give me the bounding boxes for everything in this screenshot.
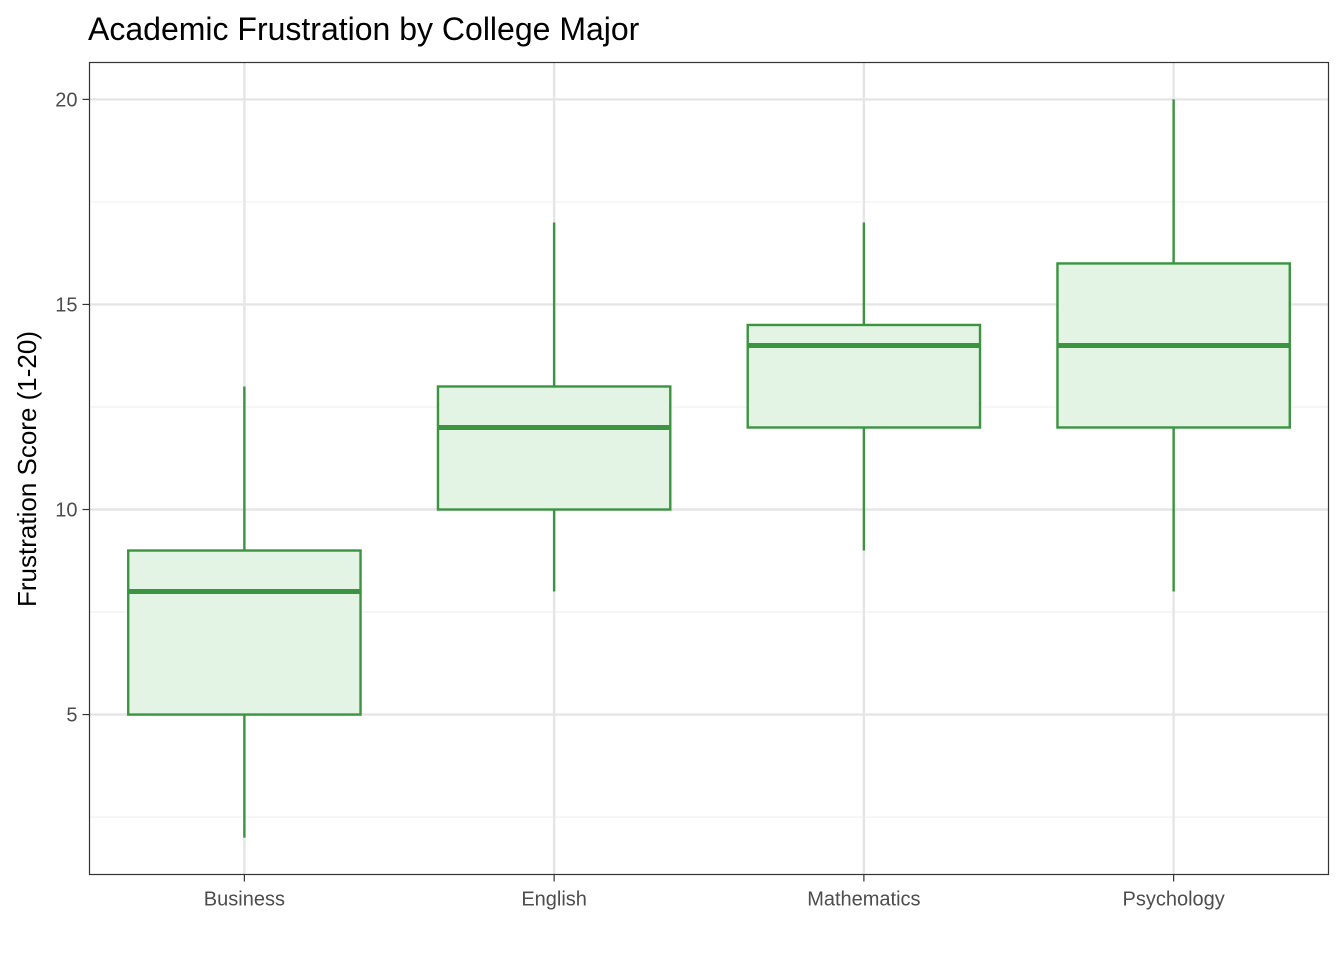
y-tick-label: 10	[55, 500, 77, 522]
box-mathematics	[746, 222, 982, 551]
y-tick-label: 20	[55, 89, 77, 111]
chart-title: Academic Frustration by College Major	[88, 11, 640, 47]
grid-layer	[89, 62, 1329, 875]
y-tick-label: 5	[66, 705, 77, 727]
box-english	[436, 222, 672, 592]
x-tick-label: Psychology	[1122, 889, 1224, 911]
y-tick-label: 15	[55, 294, 77, 316]
box-business	[127, 386, 362, 838]
axis-layer: 5 10 15 20 Business English Mathematics Psychol…	[55, 89, 1225, 910]
panel-border	[88, 61, 1330, 876]
box-iqr	[436, 385, 672, 511]
y-axis-label: Frustration Score (1-20)	[12, 331, 42, 607]
x-tick-label: Business	[204, 889, 285, 911]
x-tick-label: English	[521, 889, 587, 911]
box-psychology	[1056, 99, 1291, 592]
box-iqr	[127, 549, 362, 716]
box-layer	[127, 99, 1291, 838]
x-tick-label: Mathematics	[807, 889, 920, 911]
box-iqr	[746, 323, 982, 429]
